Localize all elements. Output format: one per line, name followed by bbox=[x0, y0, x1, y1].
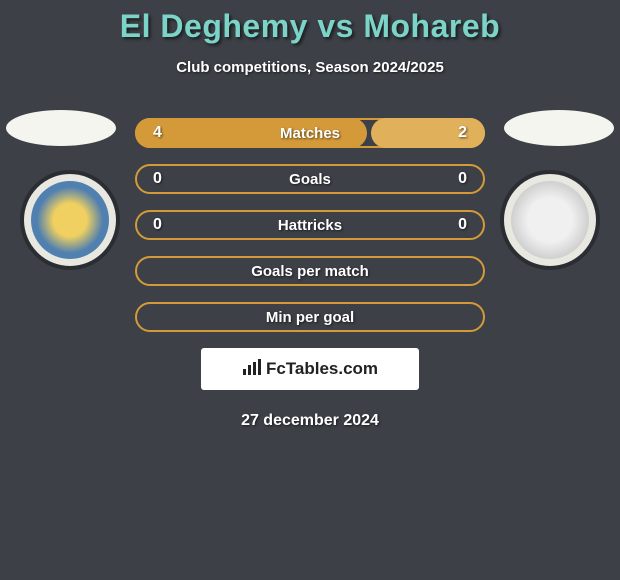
page-title: El Deghemy vs Mohareb bbox=[0, 8, 620, 45]
stat-row: 4 Matches 2 bbox=[135, 118, 485, 148]
stat-label: Min per goal bbox=[266, 309, 354, 326]
stat-right-value: 0 bbox=[458, 216, 467, 234]
comparison-date: 27 december 2024 bbox=[0, 412, 620, 430]
comparison-card: El Deghemy vs Mohareb Club competitions,… bbox=[0, 0, 620, 430]
player-left-club-badge bbox=[20, 170, 120, 270]
stat-label: Goals bbox=[289, 171, 331, 188]
stat-left-value: 0 bbox=[153, 170, 162, 188]
logo-text: FcTables.com bbox=[266, 359, 378, 379]
stat-left-value: 4 bbox=[153, 124, 162, 142]
stat-label: Matches bbox=[280, 125, 340, 142]
player-right-club-badge bbox=[500, 170, 600, 270]
stat-row: Min per goal bbox=[135, 302, 485, 332]
stat-left-value: 0 bbox=[153, 216, 162, 234]
stat-right-value: 2 bbox=[458, 124, 467, 142]
fctables-logo[interactable]: FcTables.com bbox=[201, 348, 419, 390]
stat-label: Goals per match bbox=[251, 263, 369, 280]
club-crest-icon bbox=[511, 181, 589, 259]
stat-rows: 4 Matches 2 0 Goals 0 0 Hattricks 0 Goals per mat… bbox=[135, 118, 485, 332]
stat-right-value: 0 bbox=[458, 170, 467, 188]
stat-label: Hattricks bbox=[278, 217, 342, 234]
player-right-avatar bbox=[504, 110, 614, 146]
stat-row: 0 Goals 0 bbox=[135, 164, 485, 194]
chart-bar-icon bbox=[242, 359, 262, 380]
player-left-avatar bbox=[6, 110, 116, 146]
stats-area: 4 Matches 2 0 Goals 0 0 Hattricks 0 Goals per mat… bbox=[0, 118, 620, 332]
club-crest-icon bbox=[31, 181, 109, 259]
stat-row: Goals per match bbox=[135, 256, 485, 286]
stat-row: 0 Hattricks 0 bbox=[135, 210, 485, 240]
stat-bar-right bbox=[371, 118, 485, 148]
subtitle: Club competitions, Season 2024/2025 bbox=[0, 59, 620, 76]
